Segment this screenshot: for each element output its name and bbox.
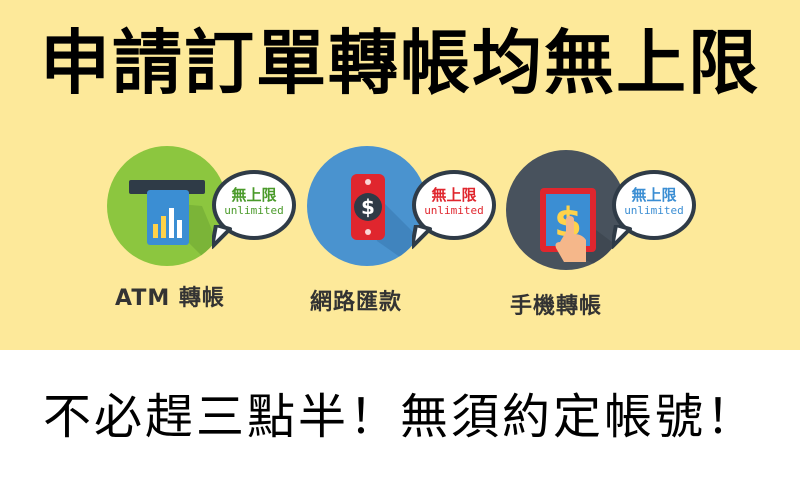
phone-dollar-icon: $ — [351, 174, 427, 266]
atm-card-icon — [129, 180, 227, 266]
bubble-tail — [212, 225, 232, 249]
bubble-en-text: unlimited — [224, 204, 284, 217]
page-title: 申請訂單轉帳均無上限 — [40, 22, 760, 104]
atm-circle — [107, 146, 227, 266]
mobile-circle: $ — [506, 150, 626, 270]
online-label: 網路匯款 — [310, 290, 403, 315]
bubble-en-text: unlimited — [424, 204, 484, 217]
svg-text:$: $ — [361, 195, 375, 219]
atm-label: ATM 轉帳 — [115, 286, 225, 311]
online-circle: $ — [307, 146, 427, 266]
tagline: 不必趕三點半！無須約定帳號！ — [42, 389, 757, 445]
bubble-cn-text: 無上限 — [431, 186, 477, 204]
tablet-touch-icon: $ — [540, 188, 626, 270]
mobile-label: 手機轉帳 — [510, 294, 603, 319]
bubble-cn-text: 無上限 — [231, 186, 277, 204]
bubble-cn-text: 無上限 — [631, 186, 677, 204]
bubble-tail — [612, 225, 632, 249]
bubble-en-text: unlimited — [624, 204, 684, 217]
bubble-tail — [412, 225, 432, 249]
